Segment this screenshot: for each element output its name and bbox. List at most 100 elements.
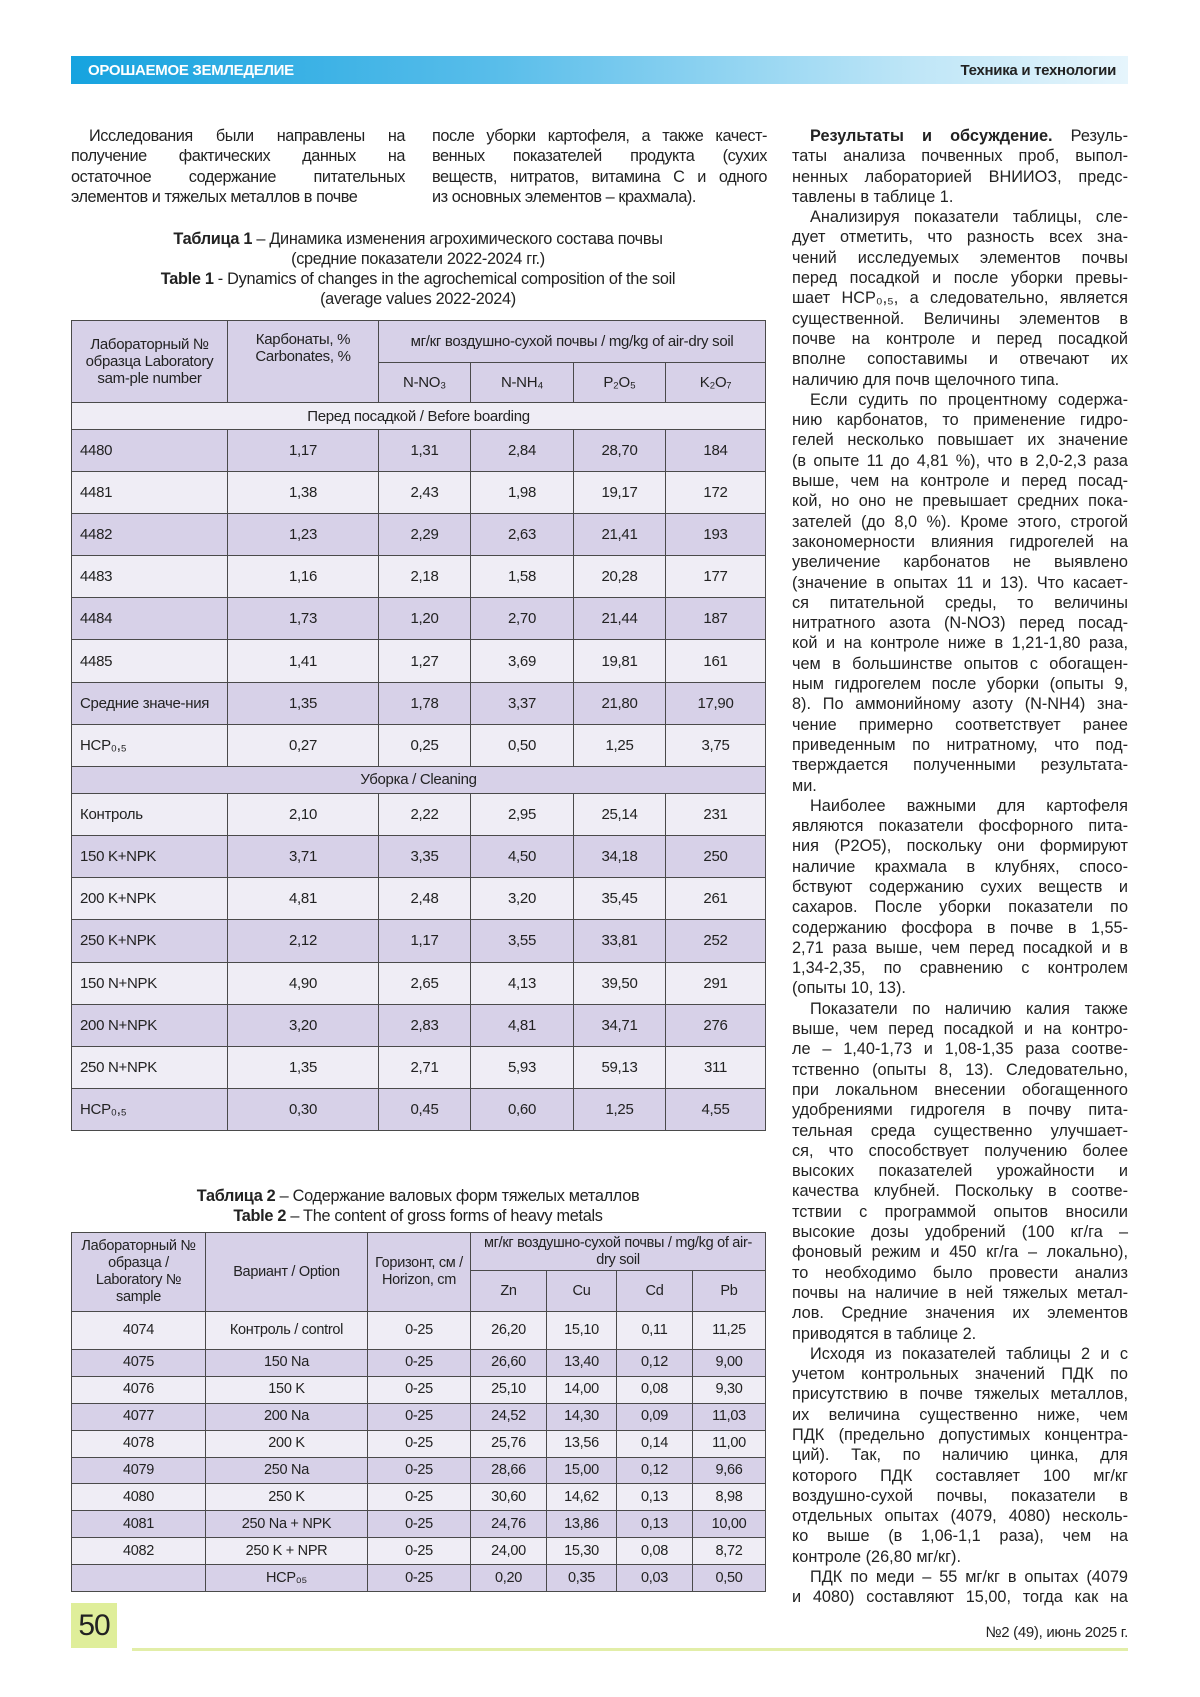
cell: 4,55 xyxy=(666,1089,766,1131)
cell: 59,13 xyxy=(574,1046,666,1088)
cell: 177 xyxy=(666,556,766,598)
intro-column-2: после уборки картофеля, а также качест-в… xyxy=(432,126,767,207)
cell: 3,75 xyxy=(666,724,766,766)
cell: 0,11 xyxy=(617,1312,693,1350)
text-line: бствуют содержанию сухих веществ и xyxy=(792,877,1128,897)
text-line: ся питательной среды, то величины xyxy=(792,593,1128,613)
text-line: существенной. Величины элементов в xyxy=(792,309,1128,329)
text-line: при локальном внесении обогащенного xyxy=(792,1080,1128,1100)
cell: 250 xyxy=(666,835,766,877)
cell: 24,76 xyxy=(471,1511,547,1538)
table-row: НСР₀,₅0,270,250,501,253,75 xyxy=(72,724,766,766)
cell: 4,13 xyxy=(471,962,574,1004)
header-zn: Zn xyxy=(471,1271,547,1312)
cell: 14,30 xyxy=(547,1403,617,1430)
cell: 2,65 xyxy=(379,962,471,1004)
table-row: 4074Контроль / control0-2526,2015,100,11… xyxy=(72,1312,766,1350)
section-heading: Результаты и обсуждение. xyxy=(810,127,1053,145)
table-2: Лабораторный № образца / Laboratory № sa… xyxy=(71,1232,766,1592)
cell: 21,44 xyxy=(574,598,666,640)
row-label: 150 N+NPK xyxy=(72,962,228,1004)
text-line: 2,71 раза выше, чем перед посадкой и в xyxy=(792,938,1128,958)
text-line: высокие дозы удобрений (100 кг/га – xyxy=(792,1222,1128,1242)
text-line: содержанию фосфора в почве в 1,55- xyxy=(792,918,1128,938)
cell: 9,30 xyxy=(693,1376,766,1403)
cell: 1,73 xyxy=(228,598,379,640)
cell: 5,93 xyxy=(471,1046,574,1088)
text-line: выше, чем перед посадкой и на контро- xyxy=(792,1019,1128,1039)
cell: 311 xyxy=(666,1046,766,1088)
text-line: гелей несколько повышает их значение xyxy=(792,430,1128,450)
table-row: 200 N+NPK3,202,834,8134,71276 xyxy=(72,1004,766,1046)
cell: 21,80 xyxy=(574,682,666,724)
table-row: 44851,411,273,6919,81161 xyxy=(72,640,766,682)
cell: 33,81 xyxy=(574,920,666,962)
table2-caption: Таблица 2 – Содержание валовых форм тяже… xyxy=(71,1186,765,1226)
text-line: почве на контроле и перед посадкой xyxy=(792,329,1128,349)
cell: 21,41 xyxy=(574,514,666,556)
text-line: приводятся в таблице 2. xyxy=(792,1324,1128,1344)
cell: 28,66 xyxy=(471,1457,547,1484)
text-line: Анализируя показатели таблицы, сле- xyxy=(792,207,1128,227)
caption-label: Table 2 xyxy=(233,1207,286,1225)
cell: Контроль / control xyxy=(206,1312,368,1350)
cell: 2,18 xyxy=(379,556,471,598)
table-row: 250 K+NPK2,121,173,5533,81252 xyxy=(72,920,766,962)
text-line: закономерности влияния гидрогелей на xyxy=(792,532,1128,552)
text-line: тельная среда существенно улучшает- xyxy=(792,1121,1128,1141)
text-line: таты анализа почвенных проб, выпол- xyxy=(792,146,1128,166)
text-line: (в опыте 11 до 4,81 %), что в 2,0-2,3 ра… xyxy=(792,451,1128,471)
cell: 25,14 xyxy=(574,793,666,835)
cell: 3,69 xyxy=(471,640,574,682)
cell: 261 xyxy=(666,878,766,920)
text-line: являются показатели фосфорного пита- xyxy=(792,816,1128,836)
cell: 26,60 xyxy=(471,1350,547,1377)
header-horizon: Горизонт, см / Horizon, cm xyxy=(368,1233,471,1312)
cell: 3,20 xyxy=(471,878,574,920)
cell: 1,17 xyxy=(228,430,379,472)
cell: 34,18 xyxy=(574,835,666,877)
text-line: ся, что способствует получению более xyxy=(792,1141,1128,1161)
row-label: 4081 xyxy=(72,1511,206,1538)
text-line: кой и на контроле ниже в 1,21-1,80 раза, xyxy=(792,633,1128,653)
cell: 0,25 xyxy=(379,724,471,766)
cell: 0,08 xyxy=(617,1376,693,1403)
text-line: зателей (до 8,0 %). Кроме этого, строгой xyxy=(792,512,1128,532)
text-line: (значение в опытах 11 и 13). Что касает- xyxy=(792,573,1128,593)
table-row: 4079250 Na0-2528,6615,000,129,66 xyxy=(72,1457,766,1484)
text-line: Исходя из показателей таблицы 2 и с xyxy=(792,1344,1128,1364)
issue-info: №2 (49), июнь 2025 г. xyxy=(985,1624,1128,1641)
caption-label: Таблица 2 xyxy=(197,1187,276,1205)
row-label: 4075 xyxy=(72,1350,206,1377)
journal-section: ОРОШАЕМОЕ ЗЕМЛЕДЕЛИЕ xyxy=(88,62,294,79)
text-line: (опыты 10, 13). xyxy=(792,978,1128,998)
cell: 3,71 xyxy=(228,835,379,877)
cell: 231 xyxy=(666,793,766,835)
cell: 11,03 xyxy=(693,1403,766,1430)
text-line: сахаров. После уборки показатели по xyxy=(792,897,1128,917)
cell: 30,60 xyxy=(471,1484,547,1511)
cell: 0,13 xyxy=(617,1484,693,1511)
text-line: выше, чем на контроле и перед посад- xyxy=(792,471,1128,491)
cell: 172 xyxy=(666,472,766,514)
table-row: 250 N+NPK1,352,715,9359,13311 xyxy=(72,1046,766,1088)
cell: 0,35 xyxy=(547,1565,617,1592)
section-label: Перед посадкой / Before boarding xyxy=(72,403,766,430)
header-cd: Cd xyxy=(617,1271,693,1312)
cell: 0,12 xyxy=(617,1457,693,1484)
header-cu: Cu xyxy=(547,1271,617,1312)
cell: 13,86 xyxy=(547,1511,617,1538)
cell: 187 xyxy=(666,598,766,640)
cell: 4,81 xyxy=(471,1004,574,1046)
text-line: ко выше (в 1,06-1,1 раза), чем на xyxy=(792,1526,1128,1546)
cell: 39,50 xyxy=(574,962,666,1004)
section-row: Уборка / Cleaning xyxy=(72,766,766,793)
intro-column-1: Исследования были направлены наполучение… xyxy=(71,126,405,207)
text-line: 1,34-2,35, по сравнению с контролем xyxy=(792,958,1128,978)
text-line: Наиболее важными для картофеля xyxy=(792,796,1128,816)
table-1: Лабораторный № образца Laboratory sam-pl… xyxy=(71,320,766,1131)
text-line: которого ПДК составляет 100 мг/кг xyxy=(792,1466,1128,1486)
text-line: контроле (26,80 мг/кг). xyxy=(792,1547,1128,1567)
text-line: Показатели по наличию калия также xyxy=(792,999,1128,1019)
header-sample: Лабораторный № образца Laboratory sam-pl… xyxy=(72,321,228,403)
